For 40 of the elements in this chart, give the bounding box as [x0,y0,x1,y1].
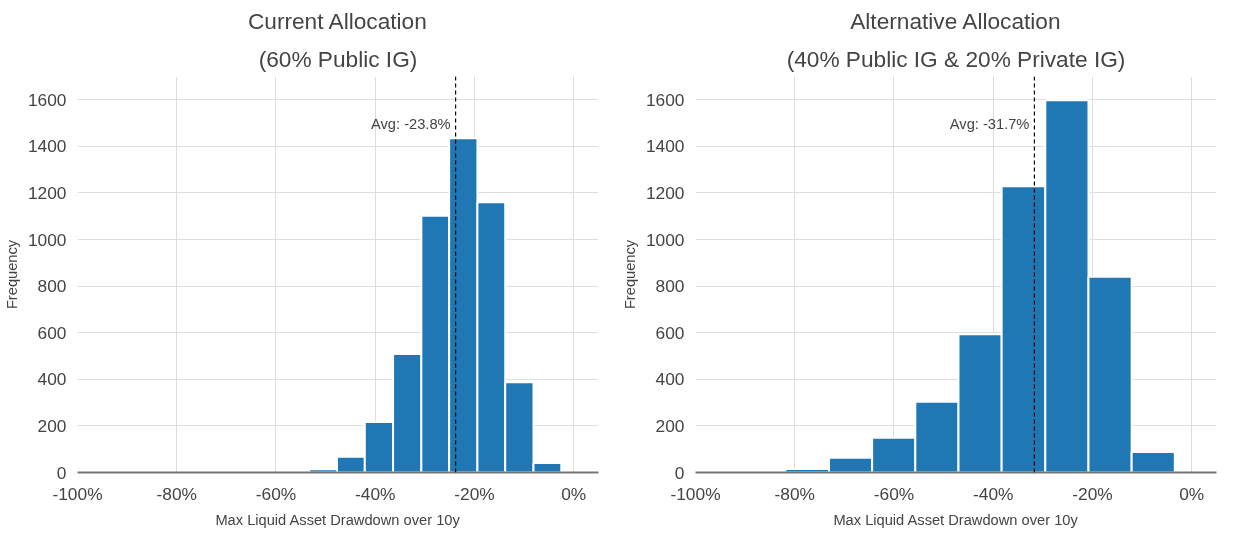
ref-line-label: Avg: -23.8% [371,115,451,132]
chart-subtitle: (40% Public IG & 20% Private IG) [786,45,1126,72]
y-tick-label: 200 [37,415,67,436]
x-tick-label: -80% [156,483,197,504]
y-tick-label: 0 [674,462,685,483]
y-tick-label: 400 [37,369,67,390]
y-tick-label: 1200 [645,182,685,203]
y-tick-label: 600 [655,322,685,343]
x-tick-label: -20% [1072,483,1113,504]
x-tick-label: 0% [561,483,587,504]
y-tick-label: 1400 [27,136,67,157]
y-axis-title: Frequency [621,239,638,310]
ref-line-label: Avg: -31.7% [949,115,1030,132]
y-tick-label: 800 [655,276,685,297]
x-tick-label: 0% [1179,483,1205,504]
chart-title: Current Allocation [247,7,427,34]
x-axis-title: Max Liquid Asset Drawdown over 10y [215,511,461,528]
x-tick-label: -40% [972,483,1014,504]
x-axis-title: Max Liquid Asset Drawdown over 10y [833,511,1079,528]
y-tick-label: 1000 [645,229,685,250]
y-tick-label: 1600 [27,89,67,110]
x-tick-label: -40% [354,483,396,504]
x-tick-label: -100% [52,483,103,504]
y-tick-label: 0 [56,462,67,483]
chart-title: Alternative Allocation [850,7,1061,34]
x-tick-label: -60% [873,483,915,504]
y-tick-label: 1200 [27,182,67,203]
y-tick-label: 400 [655,369,685,390]
y-tick-label: 600 [37,322,67,343]
y-tick-label: 200 [655,415,685,436]
x-tick-label: -100% [670,483,721,504]
y-axis-title: Frequency [3,239,20,310]
y-tick-label: 1400 [645,136,685,157]
y-tick-label: 1000 [27,229,67,250]
x-tick-label: -80% [774,483,815,504]
x-tick-label: -20% [454,483,495,504]
x-tick-label: -60% [255,483,297,504]
y-tick-label: 800 [37,276,67,297]
chart-subtitle: (60% Public IG) [258,45,418,72]
y-tick-label: 1600 [645,89,685,110]
